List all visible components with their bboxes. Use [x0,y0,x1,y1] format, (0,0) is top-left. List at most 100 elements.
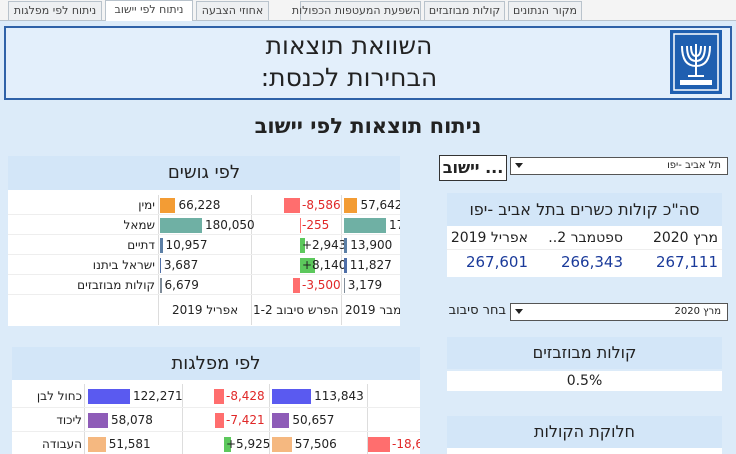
value-label: 122,271 [133,389,183,403]
tab[interactable]: קולות מבוזבזים [424,1,505,20]
diff-bar [293,277,300,293]
value-label: 180,050 [205,218,255,232]
column-separator [251,195,252,325]
value-label: 58,078 [110,413,153,427]
diff-label: -18,699 [392,437,420,451]
diff-label: -8,586 [302,198,341,212]
value-bar [88,436,106,452]
column-separator [158,195,159,325]
tab[interactable]: מקור הנתונים [508,1,582,20]
city-label: ... יישוב [439,155,507,181]
tab[interactable]: אחוזי הצבעה [196,1,269,20]
value-bar [344,277,345,293]
row-separator [8,294,400,295]
valid-votes-box: סה"כ קולות כשרים בתל אביב -יפו מרץ 2020 2… [447,193,722,277]
row-label: ישראל ביתנו [92,258,155,272]
value-label: 3,179 [347,278,383,292]
column-separator [269,384,270,454]
value-bar [344,237,348,253]
row-label: העבודה [42,437,82,451]
tab[interactable]: השפעת המעטפות הכפולות [292,1,421,20]
diff-label: -3,500 [302,278,341,292]
value-bar [272,436,292,452]
value-label: 113,843 [314,389,364,403]
row-separator [12,431,420,432]
column-value: 267,601 [465,253,528,271]
column-label: ספטמבר 2019 [345,303,400,317]
box-title: קולות מבוזבזים [447,337,722,369]
column-label: הפרש סיבוב 1-2 [253,303,339,317]
diff-bar [215,412,224,428]
diff-bar [224,436,231,452]
diff-label: -255 [302,218,330,232]
value-bar [272,412,290,428]
diff-label: -7,421 [226,413,265,427]
dropdown-arrow [515,309,523,314]
dropdown-arrow [515,163,523,168]
value-bar [160,237,163,253]
select-value: תל אביב -יפו [667,160,721,171]
value-bar [344,257,347,273]
diff-bar [300,257,316,273]
value-bar [160,257,161,273]
row-separator [12,407,420,408]
tab[interactable]: ניתוח לפי יישוב [105,0,193,21]
value-label: 10,957 [165,238,208,252]
value-bar [272,388,312,404]
value-bar [344,217,386,233]
diff-label: +5,925 [226,437,271,451]
box-title: חלוקת הקולות [447,416,722,448]
diff-bar [300,237,306,253]
tab[interactable]: ניתוח לפי מפלגות [8,1,102,20]
wasted-value: 0.5% [447,371,722,391]
parties-panel: לפי מפלגות כחול לבן 122,271 -8,428 113,843 ל… [12,347,420,454]
value-label: 57,506 [294,437,337,451]
header-title: השוואת תוצאות הבחירות לכנסת: [249,30,449,94]
city-select[interactable]: תל אביב -יפו [510,157,728,175]
row-label: כחול לבן [36,389,82,403]
section-title: ניתוח תוצאות לפי יישוב [254,114,482,138]
value-bar [88,412,108,428]
blocs-panel: לפי גושים ימין 66,228 -8,586 57,642 שמאל 180,… [8,156,400,326]
diff-label: -8,428 [226,389,265,403]
value-label: 13,900 [350,238,393,252]
column-label: ספטמבר 2.. [548,230,623,246]
value-label: 57,642 [360,198,400,212]
row-separator [8,274,400,275]
column-value: 266,343 [560,253,623,271]
round-label: בחר סיבוב [448,303,506,318]
box-title: סה"כ קולות כשרים בתל אביב -יפו [447,193,722,226]
row-separator [8,234,400,235]
diff-bar [214,388,224,404]
value-bar [160,197,176,213]
header-box: השוואת תוצאות הבחירות לכנסת: [4,26,732,100]
title-line: הבחירות לכנסת: [260,63,438,92]
value-bar [344,197,358,213]
column-separator [84,384,85,454]
column-value: 267,111 [655,253,718,271]
value-label: 50,657 [292,413,335,427]
value-bar [160,277,162,293]
title-line: השוואת תוצאות [265,31,433,60]
panel-title: לפי גושים [8,156,400,190]
value-label: 66,228 [178,198,221,212]
row-separator [8,254,400,255]
round-select[interactable]: מרץ 2020 [510,303,728,321]
diff-bar [368,436,390,452]
column-label: אפריל 2019 [450,230,528,246]
row-label: דתיים [127,238,155,252]
emblem [670,30,722,94]
row-label: ליכוד [56,413,82,427]
row-label: קולות מבוזבזים [77,278,155,292]
column-label: אפריל 2019 [172,303,239,317]
value-label: 179,795 [388,218,400,232]
column-separator [367,384,368,454]
value-bar [88,388,130,404]
diff-label: +2,943 [302,238,347,252]
row-label: ימין [138,198,155,212]
panel-title: לפי מפלגות [12,347,420,380]
value-label: 6,679 [164,278,199,292]
column-separator [341,195,342,325]
row-label: שמאל [123,218,156,232]
